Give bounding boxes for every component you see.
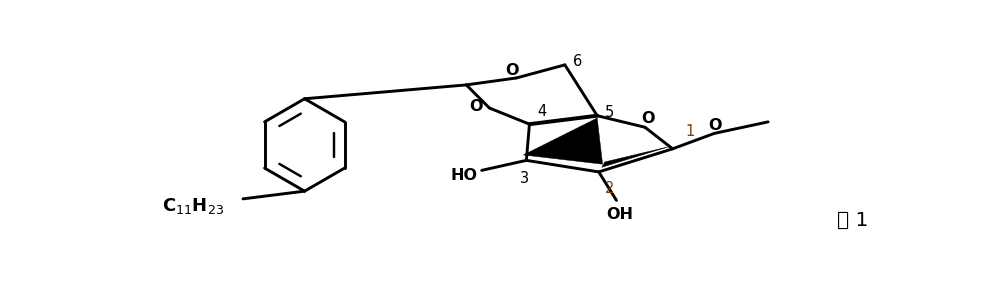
Text: 5: 5 — [605, 105, 614, 120]
Text: OH: OH — [606, 206, 633, 222]
Text: O: O — [641, 111, 655, 126]
Polygon shape — [523, 118, 603, 164]
Text: HO: HO — [450, 168, 477, 183]
Text: 式 1: 式 1 — [837, 211, 869, 230]
Text: 2: 2 — [605, 181, 614, 196]
Text: 1: 1 — [686, 124, 695, 139]
Polygon shape — [602, 147, 670, 167]
Text: C$_{11}$H$_{23}$: C$_{11}$H$_{23}$ — [162, 196, 224, 216]
Text: 3: 3 — [520, 171, 529, 186]
Text: O: O — [708, 118, 722, 133]
Text: 6: 6 — [573, 54, 583, 69]
Text: O: O — [505, 63, 518, 78]
Text: 4: 4 — [537, 104, 546, 119]
Text: O: O — [470, 99, 483, 114]
